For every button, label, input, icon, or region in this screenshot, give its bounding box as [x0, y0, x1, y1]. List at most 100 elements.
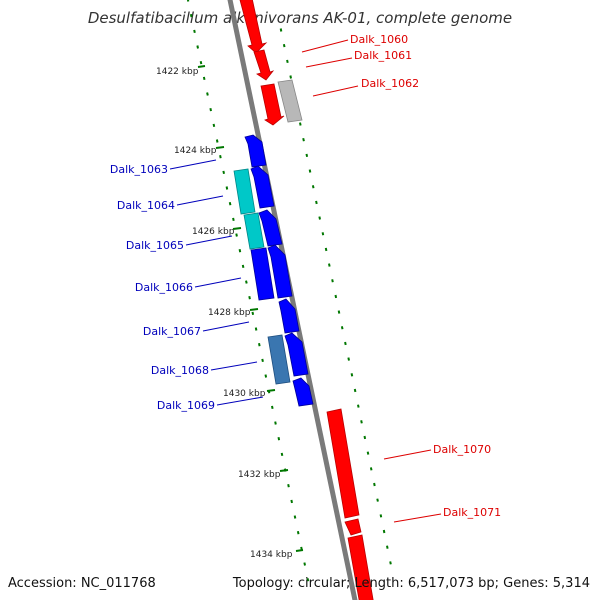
label-dalk-1062[interactable]: Dalk_1062 [361, 77, 419, 90]
kbp-label-1428: 1428 kbp [208, 308, 251, 318]
left-gene-labels: Dalk_1063 Dalk_1064 Dalk_1065 Dalk_1066 … [110, 159, 264, 412]
tick-track-left-dot [238, 249, 242, 253]
tick-track-left-dot [212, 123, 216, 128]
tick-track-right-dot [305, 153, 309, 158]
right-gene-labels: Dalk_1060 Dalk_1061 Dalk_1062 Dalk_1070 … [301, 33, 501, 523]
leader-dalk-1063 [169, 159, 217, 170]
label-dalk-1066[interactable]: Dalk_1066 [135, 281, 193, 294]
kbp-tick-1424 [215, 146, 225, 149]
tick-track-left-dot [287, 484, 290, 488]
kbp-tick-1426 [232, 227, 242, 230]
leader-dalk-1069 [216, 396, 264, 406]
gene-dalk-1069[interactable] [292, 377, 314, 407]
tick-track-left-dot [186, 0, 190, 2]
tick-track-left-dot [228, 202, 232, 206]
tick-track-left-dot [196, 45, 199, 49]
tick-track-right-dot [299, 122, 302, 126]
gene-dalk-1067[interactable] [278, 298, 300, 334]
tick-track-left-dot [245, 280, 248, 284]
tick-track-right-dot [373, 482, 376, 487]
tick-track-left-dot [248, 296, 251, 300]
tick-track-left-dot [306, 578, 310, 582]
label-dalk-1069[interactable]: Dalk_1069 [157, 399, 215, 412]
forward-genes [239, 0, 374, 600]
tick-track-right-dot [347, 357, 350, 361]
kbp-label-1430: 1430 kbp [223, 389, 266, 399]
gene-dalk-1070[interactable] [326, 408, 360, 519]
kbp-tick-1434 [295, 549, 304, 552]
kbp-label-1434: 1434 kbp [250, 550, 293, 560]
tick-track-right-dot [289, 75, 292, 79]
leader-dalk-1070 [383, 449, 432, 460]
gene-dalk-1066-a[interactable] [250, 247, 275, 301]
tick-track-left-dot [215, 139, 219, 143]
gene-dalk-1064[interactable] [250, 165, 275, 209]
gene-dalk-1062[interactable] [260, 83, 285, 126]
tick-track-left-dot [271, 405, 274, 410]
leader-dalk-1060 [301, 39, 349, 53]
accession-text: Accession: NC_011768 [8, 576, 156, 591]
gene-dalk-1063[interactable] [244, 134, 267, 168]
tick-track-right-dot [360, 420, 363, 424]
tick-track-left-dot [219, 155, 222, 159]
label-dalk-1071[interactable]: Dalk_1071 [443, 506, 501, 519]
leader-dalk-1067 [202, 321, 250, 332]
tick-track-right-dot [334, 294, 338, 299]
gene-dalk-1068-steel[interactable] [267, 334, 291, 385]
tick-track-right-dot [337, 310, 341, 314]
tick-track-left-dot [251, 311, 255, 316]
tick-track-left-dot [264, 374, 268, 378]
tick-track-right-dot [353, 388, 357, 393]
tick-track-left-dot [189, 13, 193, 18]
tick-track-right-dot [321, 232, 325, 236]
gene-dalk-1061[interactable] [253, 49, 275, 81]
kbp-tick-1432 [279, 469, 289, 472]
tick-track-left-dot [254, 327, 258, 331]
label-dalk-1065[interactable]: Dalk_1065 [126, 239, 184, 252]
label-dalk-1064[interactable]: Dalk_1064 [117, 199, 175, 212]
gene-dalk-1066-b[interactable] [267, 244, 293, 299]
gene-dalk-1065-cyan[interactable] [243, 212, 265, 250]
tick-track-right-dot [382, 529, 386, 534]
tick-track-left-dot [293, 515, 297, 519]
tick-track-left-dot [193, 29, 196, 34]
leader-dalk-1062 [312, 85, 359, 97]
gene-dalk-1062-pseudo[interactable] [277, 79, 303, 123]
tick-track-left-dot [225, 186, 229, 190]
tick-track-right-dot [363, 435, 367, 440]
tick-track-left-dot [277, 437, 281, 441]
kbp-tick-1422 [197, 65, 206, 68]
tick-track-right-dot [344, 341, 347, 346]
label-dalk-1068[interactable]: Dalk_1068 [151, 364, 209, 377]
gene-dalk-1064-cyan[interactable] [233, 168, 256, 215]
tick-track-left-dot [232, 217, 235, 222]
gene-dalk-1065[interactable] [258, 209, 283, 247]
kbp-label-1422: 1422 kbp [156, 67, 199, 77]
genome-summary-text: Topology: circular; Length: 6,517,073 bp… [232, 576, 590, 591]
gene-dalk-1060[interactable] [239, 0, 268, 54]
tick-track-right-dot [279, 28, 283, 32]
label-dalk-1063[interactable]: Dalk_1063 [110, 163, 168, 176]
gene-dalk-1071-b[interactable] [347, 534, 374, 600]
kbp-label-1424: 1424 kbp [174, 146, 217, 156]
label-dalk-1060[interactable]: Dalk_1060 [350, 33, 408, 46]
tick-track-left-dot [303, 562, 306, 566]
tick-track-left-dot [241, 264, 245, 269]
label-dalk-1067[interactable]: Dalk_1067 [143, 325, 201, 338]
genome-backbone [227, 0, 358, 600]
label-dalk-1070[interactable]: Dalk_1070 [433, 443, 491, 456]
label-dalk-1061[interactable]: Dalk_1061 [354, 49, 412, 62]
tick-track-right-dot [386, 545, 389, 549]
gene-dalk-1071-a[interactable] [344, 518, 362, 536]
tick-track-left-dot [258, 343, 261, 347]
tick-track-right-dot [302, 137, 305, 142]
leader-dalk-1068 [210, 361, 258, 371]
tick-track-right-dot [376, 498, 379, 502]
tick-track-right-dot [369, 467, 373, 471]
gene-dalk-1068[interactable] [284, 332, 309, 377]
tick-track-right-dot [324, 247, 328, 252]
tick-track-left-dot [199, 60, 203, 65]
tick-track-right-dot [331, 279, 334, 283]
leader-dalk-1064 [176, 195, 224, 206]
